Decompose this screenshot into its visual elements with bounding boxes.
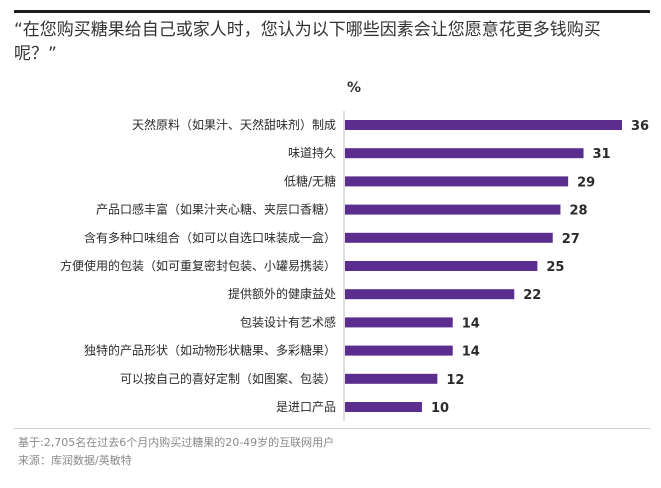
bar <box>345 317 453 328</box>
category-label: 是进口产品 <box>276 400 336 414</box>
base-footnote: 基于:2,705名在过去6个月内购买过糖果的20-49岁的互联网用户 <box>18 436 335 449</box>
category-label: 低糖/无糖 <box>284 173 336 188</box>
category-label: 提供额外的健康益处 <box>228 286 336 301</box>
chart-title: “在您购买糖果给自己或家人时，您认为以下哪些因素会让您愿意花更多钱购买呢？” <box>14 20 601 64</box>
value-label: 12 <box>446 373 464 388</box>
bar <box>345 289 515 300</box>
value-label: 31 <box>593 147 611 162</box>
category-label: 包装设计有艺术感 <box>240 314 336 329</box>
bar <box>345 373 438 384</box>
bar <box>345 345 453 356</box>
category-label: 产品口感丰富（如果汁夹心糖、夹层口香糖） <box>96 202 336 217</box>
category-label: 味道持久 <box>288 145 336 160</box>
category-label: 含有多种口味组合（如可以自选口味装成一盒） <box>84 230 336 245</box>
value-label: 36 <box>631 119 649 134</box>
source-footnote: 来源：库润数据/英敏特 <box>18 454 132 467</box>
category-label: 独特的产品形状（如动物形状糖果、多彩糖果） <box>84 343 336 358</box>
bar <box>345 261 538 271</box>
value-label: 14 <box>462 316 480 331</box>
value-label: 27 <box>562 232 580 247</box>
bar <box>345 148 584 159</box>
top-rule <box>14 10 650 13</box>
category-label: 方便使用的包装（如可重复密封包装、小罐易携装） <box>60 258 336 273</box>
category-label: 天然原料（如果汁、天然甜味剂）制成 <box>132 117 336 132</box>
value-label: 22 <box>523 288 541 303</box>
bar <box>345 232 553 243</box>
bar <box>345 176 569 187</box>
bar <box>345 120 622 130</box>
value-label: 28 <box>569 204 587 219</box>
value-label: 10 <box>431 401 449 416</box>
unit-label: % <box>347 80 361 96</box>
bar <box>345 204 561 215</box>
value-label: 14 <box>462 345 480 360</box>
bar <box>345 402 422 412</box>
value-label: 29 <box>577 175 595 190</box>
value-label: 25 <box>546 260 564 275</box>
bottom-rule <box>14 428 650 429</box>
category-label: 可以按自己的喜好定制（如图案、包装） <box>120 371 336 386</box>
